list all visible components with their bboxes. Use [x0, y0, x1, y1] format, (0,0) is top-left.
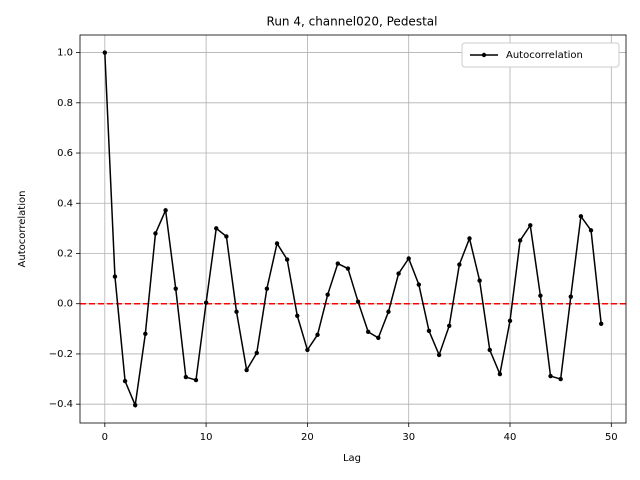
data-point — [224, 234, 229, 239]
data-point — [396, 271, 401, 276]
data-point — [335, 261, 341, 266]
y-tick-label: 0.2 — [57, 248, 73, 259]
plot-frame — [79, 34, 627, 424]
data-point — [588, 228, 594, 233]
x-tick-label: 50 — [605, 432, 618, 443]
y-axis-label: Autocorrelation — [17, 191, 28, 268]
y-tick-label: 0.0 — [57, 299, 73, 310]
data-point — [102, 50, 108, 55]
data-point — [568, 294, 573, 299]
x-axis-label: Lag — [343, 453, 361, 464]
y-tick-label: 0.6 — [57, 148, 73, 159]
data-point — [538, 293, 543, 298]
x-tick-label: 40 — [504, 432, 517, 443]
data-point — [386, 309, 391, 314]
data-point — [507, 318, 513, 323]
data-point — [284, 257, 290, 262]
data-point — [558, 376, 563, 382]
data-point — [203, 300, 209, 305]
data-point — [517, 238, 523, 243]
data-point — [193, 377, 199, 383]
data-point — [295, 313, 300, 318]
data-point — [214, 226, 219, 231]
legend-label: Autocorrelation — [506, 50, 583, 61]
legend-marker — [481, 52, 487, 58]
x-tick-label: 30 — [402, 432, 415, 443]
data-point — [112, 274, 118, 279]
data-point — [497, 371, 503, 377]
data-point — [548, 373, 553, 379]
data-point — [487, 347, 492, 353]
y-tick-label: 0.4 — [57, 198, 73, 209]
data-point — [122, 378, 128, 384]
data-point — [457, 262, 462, 267]
data-point — [274, 241, 280, 246]
data-point — [264, 286, 270, 291]
data-point — [467, 236, 472, 241]
data-point — [315, 332, 320, 338]
data-point — [325, 292, 330, 297]
data-point — [365, 329, 371, 335]
y-tick-label: 1.0 — [57, 48, 73, 59]
data-point — [426, 328, 432, 334]
y-tick-label: −0.4 — [49, 399, 73, 410]
data-point — [447, 323, 452, 329]
data-point — [254, 350, 259, 356]
data-point — [406, 256, 411, 261]
data-point — [305, 347, 310, 353]
data-point — [578, 214, 584, 219]
data-point — [345, 266, 351, 271]
data-point — [173, 286, 178, 291]
y-tick-label: 0.8 — [57, 98, 73, 109]
data-point — [163, 208, 168, 213]
x-tick-label: 0 — [102, 432, 108, 443]
x-tick-label: 10 — [200, 432, 213, 443]
data-point — [133, 402, 138, 408]
x-tick-label: 20 — [301, 432, 314, 443]
data-point — [355, 299, 361, 304]
data-point — [436, 352, 442, 358]
legend-box — [461, 42, 620, 68]
series-line — [104, 52, 602, 408]
data-point — [183, 374, 189, 380]
y-tick-label: −0.2 — [49, 349, 73, 360]
data-point — [153, 231, 158, 236]
data-point — [416, 282, 422, 287]
chart-title: Run 4, channel020, Pedestal — [267, 15, 438, 29]
data-point — [143, 331, 148, 337]
data-point — [528, 223, 533, 228]
data-point — [598, 321, 604, 327]
data-point — [244, 367, 249, 373]
data-point — [376, 335, 381, 341]
data-point — [477, 278, 482, 283]
data-point — [234, 309, 239, 314]
